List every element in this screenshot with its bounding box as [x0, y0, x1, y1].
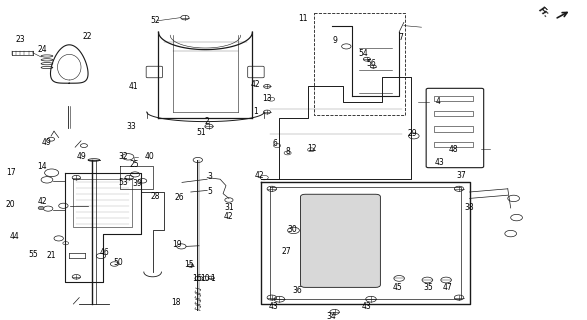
Text: 21: 21: [47, 252, 56, 260]
Bar: [434, 111, 473, 116]
Text: 40: 40: [145, 152, 154, 161]
Text: 48: 48: [449, 145, 458, 154]
Text: 19: 19: [173, 240, 182, 249]
Text: 3: 3: [207, 172, 212, 181]
Text: 33: 33: [126, 122, 136, 131]
Text: 41: 41: [129, 82, 139, 91]
Text: 44: 44: [10, 232, 19, 241]
Text: 25: 25: [129, 160, 139, 169]
Text: 10: 10: [201, 274, 210, 283]
Text: 28: 28: [151, 192, 160, 201]
Text: 24: 24: [38, 45, 47, 54]
Text: 37: 37: [457, 171, 466, 180]
Text: 12: 12: [308, 144, 317, 153]
Text: 42: 42: [255, 171, 264, 180]
Text: 50: 50: [114, 258, 123, 267]
Text: 7: 7: [399, 33, 403, 42]
Text: 51: 51: [197, 128, 206, 137]
Text: 43: 43: [269, 302, 278, 311]
Text: 8: 8: [285, 148, 290, 156]
Text: 43: 43: [434, 158, 444, 167]
Text: 49: 49: [42, 138, 52, 147]
Text: 22: 22: [82, 32, 92, 41]
Bar: [434, 96, 473, 101]
Text: 2: 2: [204, 117, 209, 126]
Text: 4: 4: [436, 97, 440, 106]
Text: 39: 39: [133, 180, 142, 188]
Text: 9: 9: [332, 36, 337, 45]
Text: 56: 56: [367, 59, 376, 68]
Text: 14: 14: [38, 162, 47, 171]
Circle shape: [38, 206, 44, 210]
Bar: [434, 126, 473, 132]
Text: 31: 31: [224, 203, 234, 212]
Bar: [434, 142, 473, 147]
Text: 36: 36: [292, 286, 302, 295]
Text: 29: 29: [408, 129, 417, 138]
Text: 1: 1: [210, 274, 215, 283]
Text: 43: 43: [362, 302, 372, 311]
Text: 11: 11: [298, 14, 308, 23]
Text: 46: 46: [100, 248, 109, 257]
Text: 30: 30: [288, 225, 297, 234]
Text: 52: 52: [151, 16, 160, 25]
Text: 55: 55: [28, 250, 38, 259]
Text: 49: 49: [76, 152, 86, 161]
Text: 23: 23: [16, 36, 25, 44]
Text: 53: 53: [119, 178, 128, 187]
Text: 16: 16: [193, 274, 202, 283]
Text: 42: 42: [224, 212, 234, 221]
Text: Fr.: Fr.: [537, 5, 551, 20]
Text: 54: 54: [358, 49, 367, 58]
Text: 42: 42: [251, 80, 260, 89]
Text: 42: 42: [38, 197, 47, 206]
Text: 5: 5: [207, 187, 212, 196]
Text: 15: 15: [184, 260, 194, 269]
Text: 27: 27: [282, 247, 291, 256]
Text: 35: 35: [424, 284, 433, 292]
Text: 1: 1: [253, 107, 258, 116]
Text: 26: 26: [174, 193, 184, 202]
Text: 38: 38: [465, 203, 474, 212]
Text: 34: 34: [327, 312, 336, 320]
Text: 18: 18: [171, 298, 181, 307]
Text: 13: 13: [262, 94, 272, 103]
Text: 45: 45: [393, 284, 403, 292]
Text: 47: 47: [443, 284, 452, 292]
Text: 17: 17: [6, 168, 15, 177]
FancyBboxPatch shape: [301, 194, 380, 287]
Text: 20: 20: [6, 200, 15, 209]
Text: 6: 6: [272, 139, 277, 148]
Text: 32: 32: [119, 152, 128, 161]
